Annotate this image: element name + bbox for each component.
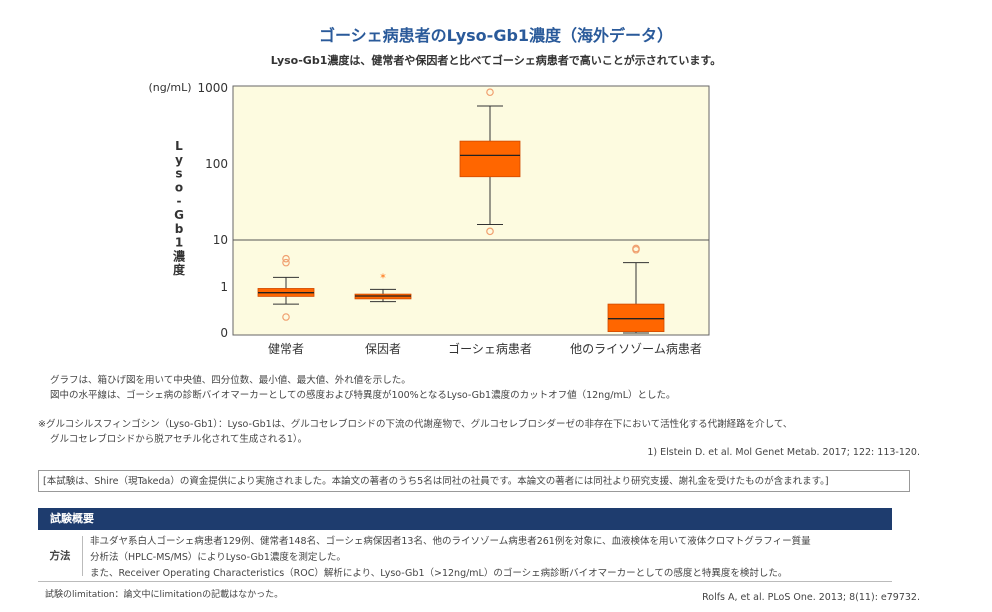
outlier-point [282, 254, 290, 263]
y-axis-label-char: L [175, 139, 183, 153]
box-1: * [354, 271, 412, 303]
outlier-point [282, 313, 290, 321]
y-axis-label-char: 濃 [173, 248, 186, 263]
y-axis-label-char: 1 [175, 236, 183, 250]
x-category-label: ゴーシェ病患者 [448, 341, 532, 356]
y-axis-label-char: G [174, 208, 184, 222]
x-category-label: 健常者 [268, 342, 304, 356]
footnote-line-1: ※グルコシルスフィンゴシン（Lyso-Gb1）：Lyso-Gb1は、グルコセレブ… [38, 419, 793, 430]
outlier-point [282, 258, 290, 267]
method-label: 方法 [38, 536, 83, 576]
outlier-point [486, 227, 494, 236]
y-tick-label: 100 [205, 157, 228, 171]
x-category-label: 保因者 [365, 342, 401, 356]
y-axis-label-char: b [175, 222, 184, 236]
outlier-point [486, 88, 494, 97]
plot-area [232, 85, 710, 336]
summary-header: 試験概要 [38, 508, 892, 530]
method-line-2: 分析法（HPLC-MS/MS）によりLyso-Gb1濃度を測定した。 [90, 552, 346, 563]
y-axis-label-char: o [175, 180, 183, 194]
page-title: ゴーシェ病患者のLyso-Gb1濃度（海外データ） [318, 26, 674, 45]
box-3 [607, 244, 665, 334]
limitation-note: 試験のlimitation：論文中にlimitationの記載はなかった。 [45, 590, 284, 600]
box-2 [459, 88, 521, 236]
y-unit-label: (ng/mL) [148, 81, 191, 94]
y-axis-label-char: y [175, 153, 183, 167]
note-line-1: グラフは、箱ひげ図を用いて中央値、四分位数、最小値、最大値、外れ値を示した。 [50, 375, 411, 386]
method-line-1: 非ユダヤ系白人ゴーシェ病患者129例、健常者148名、ゴーシェ病保因者13名、他… [90, 536, 811, 547]
box-0 [257, 254, 315, 321]
method-line-3: また、Receiver Operating Characteristics（RO… [90, 568, 788, 579]
reference-2: Rolfs A, et al. PLoS One. 2013; 8(11): e… [702, 592, 920, 603]
y-tick-label: 10 [213, 233, 228, 247]
iqr-box [459, 140, 521, 178]
y-tick-label: 1 [220, 280, 228, 294]
funding-disclosure: [本試験は、Shire（現Takeda）の資金提供により実施されました。本論文の… [38, 470, 910, 492]
method-text: 非ユダヤ系白人ゴーシェ病患者129例、健常者148名、ゴーシェ病保因者13名、他… [90, 534, 890, 582]
y-axis-label-char: - [177, 194, 182, 208]
outlier-point [632, 244, 640, 253]
iqr-box [607, 303, 665, 333]
method-divider [38, 581, 892, 582]
reference-1: 1) Elstein D. et al. Mol Genet Metab. 20… [647, 447, 920, 458]
y-tick-label: 1000 [197, 81, 228, 95]
note-line-2: 図中の水平線は、ゴーシェ病の診断バイオマーカーとしての感度および特異度が100%… [50, 390, 676, 401]
y-axis-label-char: s [175, 167, 182, 181]
extreme-outlier-point: * [380, 271, 386, 284]
page-subtitle: Lyso-Gb1濃度は、健常者や保因者と比べてゴーシェ病患者で高いことが示されて… [270, 54, 722, 67]
y-tick-label: 0 [220, 326, 228, 340]
footnote-line-2: グルコセレブロシドから脱アセチル化されて生成される1）。 [50, 434, 308, 445]
y-axis-label-char: 度 [173, 262, 186, 277]
x-category-label: 他のライソゾーム病患者 [570, 341, 702, 356]
